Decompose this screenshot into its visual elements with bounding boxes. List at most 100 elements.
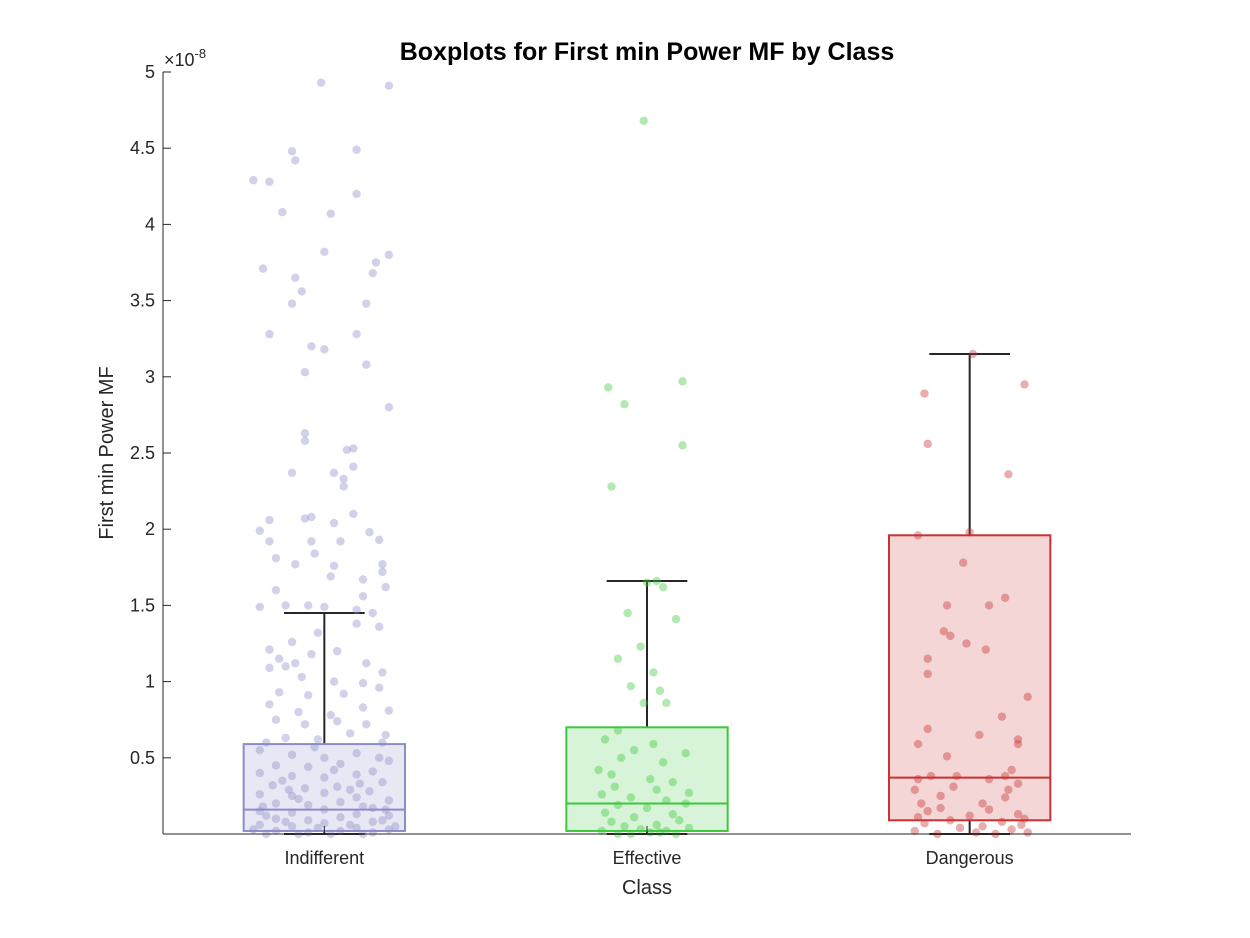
data-point [384, 250, 394, 260]
data-point [326, 572, 335, 581]
data-point [307, 342, 316, 351]
data-point [310, 549, 319, 558]
data-point [271, 715, 281, 724]
data-point [265, 645, 274, 654]
data-point [913, 774, 923, 784]
data-point [287, 468, 297, 478]
data-point [1007, 765, 1016, 775]
data-point [271, 553, 281, 563]
x-axis: Indifferent Effective Dangerous [284, 826, 1014, 868]
y-exponent-label: ×10-8 [164, 46, 206, 70]
data-point [352, 605, 361, 615]
chart-marks [242, 78, 1052, 839]
data-point [378, 668, 387, 677]
data-point [378, 567, 387, 577]
data-point [329, 765, 339, 775]
data-point [358, 678, 368, 688]
data-point [320, 753, 329, 762]
data-point [1000, 593, 1010, 602]
data-point [291, 659, 300, 668]
data-point [381, 582, 390, 592]
box-group-effective [565, 116, 729, 839]
data-point [342, 445, 352, 455]
box-group-indifferent [242, 78, 406, 839]
data-point [939, 627, 949, 636]
data-point [358, 703, 368, 712]
data-point [368, 817, 377, 827]
data-point [287, 637, 297, 647]
box-group-dangerous [888, 349, 1052, 839]
data-point [304, 828, 313, 837]
data-point [626, 681, 636, 691]
data-point [981, 645, 990, 654]
data-point [371, 258, 381, 267]
data-point [658, 582, 668, 592]
data-point [271, 814, 281, 823]
data-point [281, 733, 290, 743]
data-point [923, 724, 932, 734]
data-point [352, 145, 361, 154]
data-point [271, 761, 281, 770]
data-point [345, 785, 355, 795]
data-point [678, 441, 687, 450]
data-point [607, 482, 616, 491]
data-point [384, 81, 394, 90]
box-fill [566, 727, 728, 831]
data-point [1000, 793, 1010, 802]
data-point [365, 787, 374, 796]
data-point [255, 768, 264, 778]
data-point [962, 639, 971, 648]
data-point [391, 822, 400, 831]
y-tick-label: 0.5 [130, 748, 155, 768]
data-point [304, 601, 313, 610]
data-point [265, 663, 274, 673]
data-point [926, 771, 936, 781]
data-point [378, 777, 387, 787]
data-point [978, 822, 987, 831]
data-point [668, 809, 678, 819]
data-point [978, 799, 987, 808]
data-point [313, 628, 323, 638]
data-point [374, 535, 384, 545]
data-point [655, 828, 665, 837]
data-point [300, 720, 310, 729]
data-point [616, 753, 626, 762]
x-tick-label: Effective [613, 848, 682, 868]
data-point [1023, 828, 1032, 837]
data-point [368, 767, 377, 776]
data-point [320, 602, 329, 612]
y-tick-label: 2 [145, 519, 155, 539]
y-tick-label: 1.5 [130, 595, 155, 615]
data-point [613, 654, 623, 663]
data-point [281, 662, 290, 671]
data-point [623, 608, 632, 618]
y-tick-label: 5 [145, 62, 155, 82]
data-point [610, 782, 619, 791]
data-point [300, 784, 310, 793]
data-point [326, 209, 335, 218]
data-point [349, 462, 358, 471]
data-point [362, 659, 371, 668]
y-exponent-base: ×10 [164, 50, 195, 70]
data-point [329, 518, 339, 528]
data-point [600, 808, 610, 817]
data-point [378, 560, 387, 569]
y-tick-label: 1 [145, 672, 155, 692]
data-point [594, 765, 603, 775]
data-point [971, 828, 981, 837]
data-point [355, 779, 365, 788]
data-point [258, 264, 268, 273]
data-point [365, 528, 374, 537]
data-point [300, 514, 310, 523]
data-point [352, 329, 361, 339]
data-point [597, 790, 607, 799]
data-point [320, 788, 329, 798]
data-point [997, 817, 1007, 827]
data-point [368, 268, 377, 278]
data-point [1000, 771, 1010, 781]
y-tick-label: 2.5 [130, 443, 155, 463]
scatter-points-dangerous [910, 349, 1032, 839]
data-point [304, 691, 313, 700]
data-point [949, 782, 958, 791]
